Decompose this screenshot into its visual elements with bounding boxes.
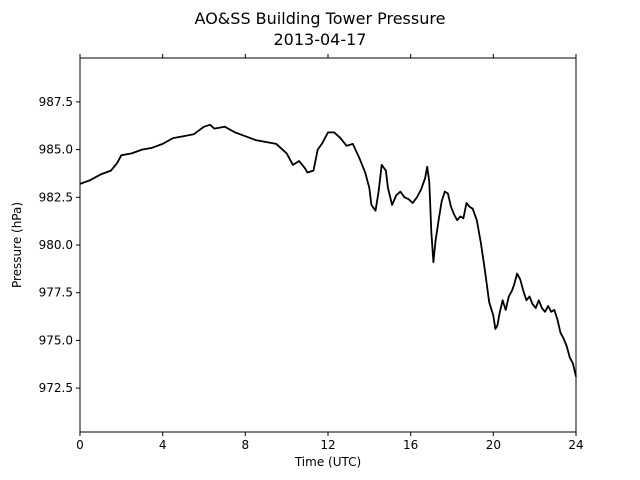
pressure-series-line: [79, 123, 577, 377]
y-tick-label: 977.5: [39, 286, 73, 300]
x-axis: 0 4 8 12 16 20 24: [76, 54, 584, 452]
y-tick-label: 980.0: [39, 238, 73, 252]
y-tick-label: 987.5: [39, 95, 73, 109]
y-tick-label: 975.0: [39, 333, 73, 347]
chart-subtitle: 2013-04-17: [274, 30, 367, 49]
chart-title: AO&SS Building Tower Pressure: [195, 9, 446, 28]
x-tick-label: 12: [320, 438, 335, 452]
x-tick-label: 4: [159, 438, 167, 452]
y-axis: 972.5 975.0 977.5 980.0 982.5 985.0 987.5: [39, 95, 80, 395]
x-tick-label: 8: [242, 438, 250, 452]
x-tick-label: 0: [76, 438, 84, 452]
y-tick-label: 985.0: [39, 143, 73, 157]
y-tick-label: 982.5: [39, 190, 73, 204]
x-tick-label: 24: [568, 438, 583, 452]
y-axis-label: Pressure (hPa): [10, 202, 24, 288]
x-tick-label: 20: [486, 438, 501, 452]
y-tick-label: 972.5: [39, 381, 73, 395]
x-axis-label: Time (UTC): [294, 455, 361, 469]
x-tick-label: 16: [403, 438, 418, 452]
